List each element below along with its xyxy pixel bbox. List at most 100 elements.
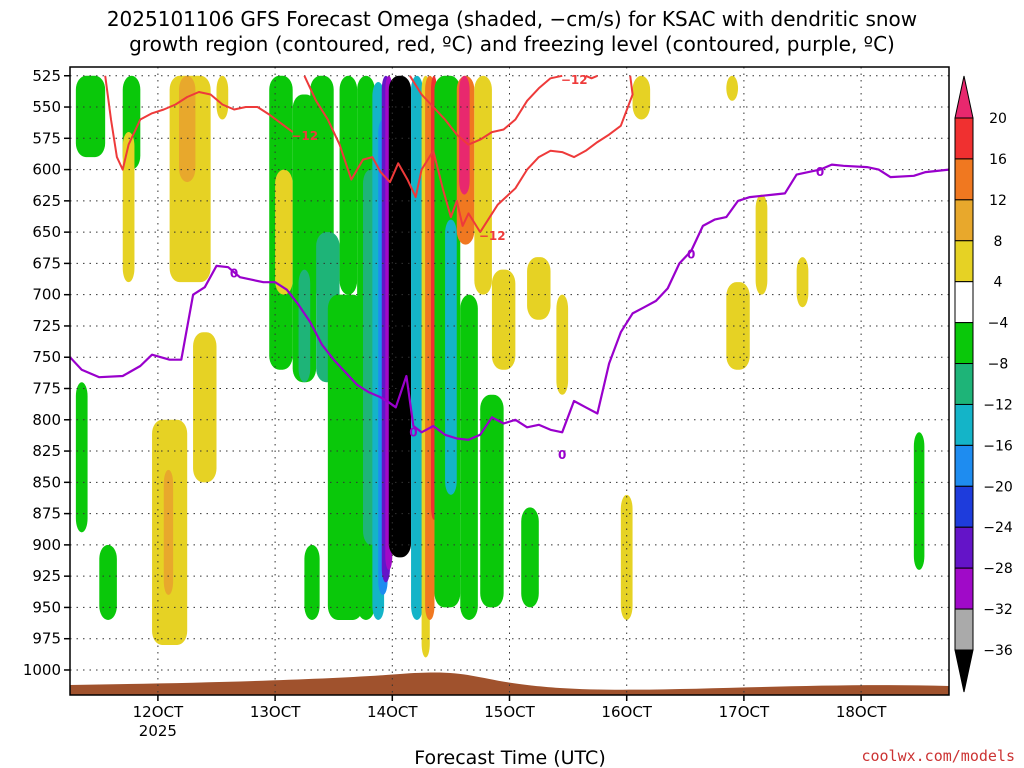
omega-feature-42: [620, 494, 633, 620]
x-tick-label-5: 17OCT: [719, 703, 770, 721]
omega-feature-6: [163, 469, 174, 595]
freezing-level-label-1: 0: [409, 425, 417, 439]
omega-feature-2: [99, 544, 117, 620]
colorbar-label-8: −16: [983, 438, 1013, 454]
omega-feature-46: [755, 194, 768, 295]
omega-feature-36: [474, 75, 492, 295]
colorbar-segment-3: [954, 240, 974, 283]
y-tick-label-11: 800: [32, 411, 61, 429]
dgz-contour-label-1: −12: [479, 229, 506, 243]
dgz-contour-label-0: −12: [291, 129, 318, 143]
y-tick-label-2: 575: [32, 129, 61, 147]
colorbar-label-11: −28: [983, 561, 1013, 577]
x-tick-sublabel-0: 2025: [139, 722, 177, 740]
colorbar-bottom-arrow: [954, 649, 974, 693]
y-tick-label-4: 625: [32, 192, 61, 210]
x-tick-label-4: 16OCT: [601, 703, 652, 721]
dgz-contour-label-2: −12: [561, 73, 588, 87]
omega-feature-12: [275, 169, 293, 295]
x-tick-label-3: 15OCT: [484, 703, 535, 721]
omega-feature-43: [632, 75, 651, 120]
colorbar-segment-11: [954, 567, 974, 610]
ground-layer: [70, 672, 949, 695]
x-tick-label-6: 18OCT: [836, 703, 887, 721]
freezing-level-label-0: 0: [230, 266, 238, 280]
colorbar-top-arrow: [954, 75, 974, 119]
colorbar-label-0: 20: [989, 111, 1007, 127]
colorbar-segment-0: [954, 117, 974, 160]
y-tick-label-19: 1000: [23, 661, 61, 679]
omega-feature-10: [216, 75, 229, 120]
chart-title-line-1: 2025101106 GFS Forecast Omega (shaded, −…: [107, 7, 917, 31]
colorbar-segment-8: [954, 444, 974, 487]
omega-feature-9: [193, 332, 217, 483]
colorbar-segment-6: [954, 363, 974, 405]
omega-feature-19: [339, 75, 358, 295]
omega-feature-37: [480, 394, 504, 608]
x-axis-label: Forecast Time (UTC): [414, 747, 605, 768]
omega-feature-41: [556, 294, 569, 395]
colorbar-segment-5: [954, 322, 974, 365]
colorbar-label-12: −32: [983, 602, 1013, 618]
colorbar-segment-10: [954, 526, 974, 569]
y-tick-label-13: 850: [32, 473, 61, 491]
grid-layer: [70, 67, 949, 695]
dgz-contour-line-3: [479, 75, 634, 233]
omega-feature-39: [521, 507, 539, 608]
y-tick-label-0: 525: [32, 67, 61, 85]
colorbar-label-5: −4: [988, 316, 1009, 332]
x-tick-label-1: 13OCT: [250, 703, 301, 721]
omega-feature-38: [491, 269, 516, 370]
y-axis: 525 550 575 600 625 650 675 700 725 750 775 800 825 8…: [23, 67, 70, 679]
dgz-contour-line-1: [303, 75, 482, 233]
freezing-level-label-2: 0: [558, 448, 566, 462]
dgz-contour-line-0: [104, 75, 294, 171]
freezing-level-line: [70, 163, 949, 441]
freezing-level-label-4: 0: [816, 165, 824, 179]
y-tick-label-14: 875: [32, 505, 61, 523]
colorbar-segment-2: [954, 199, 974, 242]
y-tick-label-12: 825: [32, 442, 61, 460]
colorbar-label-4: 4: [994, 275, 1003, 291]
y-tick-label-10: 775: [32, 380, 61, 398]
omega-feature-26: [388, 75, 412, 558]
omega-feature-4: [122, 132, 135, 283]
colorbar-label-3: 8: [994, 234, 1003, 250]
colorbar-label-2: 12: [989, 193, 1007, 209]
y-tick-label-1: 550: [32, 98, 61, 116]
omega-feature-34: [459, 75, 470, 195]
contour-layer: −12 −12 −12 0 0 0 0 0: [70, 73, 949, 462]
colorbar-label-13: −36: [983, 643, 1013, 659]
dgz-contour-line-2: [409, 74, 563, 146]
x-tick-label-2: 14OCT: [367, 703, 418, 721]
colorbar-segment-4: [954, 281, 974, 324]
omega-feature-44: [726, 75, 739, 101]
colorbar-segment-12: [954, 608, 974, 651]
colorbar-segment-7: [954, 403, 974, 446]
colorbar-label-10: −24: [983, 520, 1013, 536]
x-tick-label-0: 12OCT: [133, 703, 184, 721]
omega-shading-layer: [75, 75, 925, 658]
y-tick-label-15: 900: [32, 536, 61, 554]
colorbar-label-7: −12: [983, 397, 1013, 413]
colorbar-segment-1: [954, 158, 974, 201]
y-tick-label-6: 675: [32, 254, 61, 272]
credit-text: coolwx.com/models: [861, 747, 1015, 765]
colorbar-label-9: −20: [983, 479, 1013, 495]
y-tick-label-16: 925: [32, 567, 61, 585]
omega-feature-8: [178, 75, 196, 183]
y-tick-label-8: 725: [32, 317, 61, 335]
colorbar-label-6: −8: [988, 357, 1009, 373]
y-tick-label-18: 975: [32, 630, 61, 648]
omega-feature-32: [445, 219, 457, 495]
omega-feature-48: [913, 432, 925, 570]
terrain-surface: [70, 672, 949, 695]
y-tick-label-3: 600: [32, 161, 61, 179]
omega-feature-40: [527, 257, 551, 320]
colorbar-label-1: 16: [989, 152, 1007, 168]
omega-feature-35: [460, 294, 478, 620]
y-tick-label-9: 750: [32, 348, 61, 366]
colorbar-segment-9: [954, 485, 974, 528]
